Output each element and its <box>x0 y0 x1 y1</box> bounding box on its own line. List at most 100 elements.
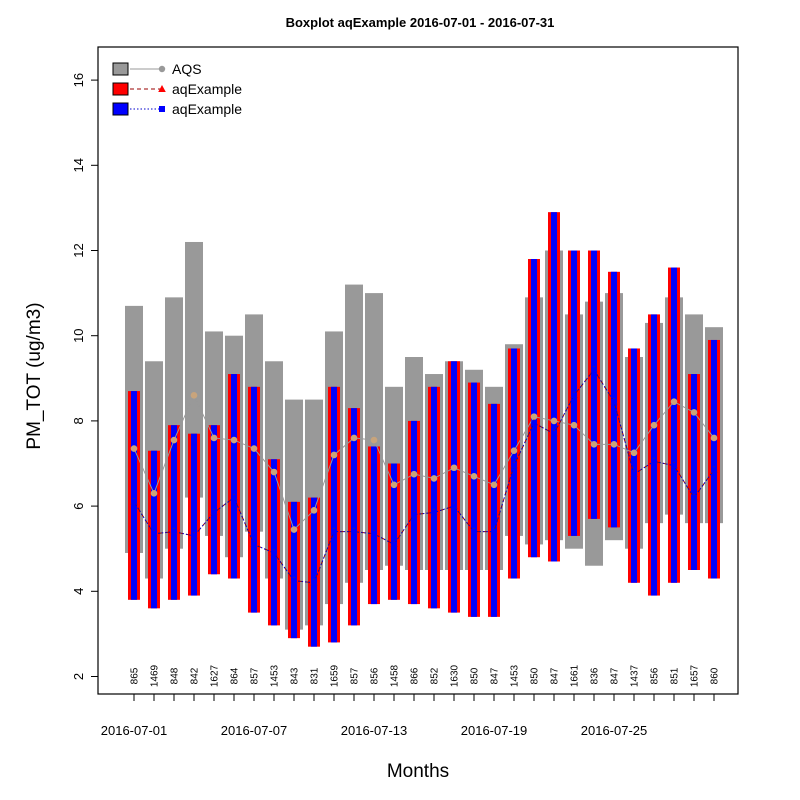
count-label: 857 <box>250 667 261 684</box>
median-point <box>551 430 557 437</box>
count-label: 860 <box>710 667 721 684</box>
count-label: 850 <box>470 667 481 684</box>
median-point <box>331 528 337 535</box>
median-point <box>231 494 237 501</box>
count-label: 851 <box>670 667 681 684</box>
median-point <box>531 420 537 426</box>
box-aqexample-blue <box>591 250 597 519</box>
box-aqexample-blue <box>531 259 537 558</box>
box-aqexample-blue <box>311 497 317 647</box>
count-label: 850 <box>530 667 541 684</box>
median-point <box>550 417 558 425</box>
legend-label: aqExample <box>172 101 242 117</box>
y-axis: 2 4 6 8 10 12 14 16 <box>71 73 98 680</box>
median-point <box>290 526 298 533</box>
median-point <box>510 447 518 455</box>
count-label: 847 <box>550 667 561 684</box>
median-point <box>650 421 658 429</box>
count-label: 843 <box>290 667 301 684</box>
box-aqexample-blue <box>271 459 277 626</box>
count-label: 842 <box>190 667 201 684</box>
box-aqexample-blue <box>391 463 397 600</box>
box-aqexample-blue <box>251 386 257 613</box>
median-point <box>590 441 598 448</box>
median-point <box>591 366 597 373</box>
count-label: 852 <box>430 667 441 684</box>
median-point <box>210 434 218 442</box>
legend-swatch <box>112 82 129 96</box>
y-tick-label: 6 <box>71 502 86 509</box>
y-tick-label: 12 <box>71 243 86 257</box>
boxes-layer <box>125 212 723 647</box>
count-label: 856 <box>650 667 661 684</box>
box-aqexample-blue <box>371 446 377 605</box>
legend-marker <box>158 65 166 73</box>
median-point <box>710 434 718 442</box>
median-point <box>651 458 657 465</box>
count-label: 847 <box>610 667 621 684</box>
y-tick-label: 4 <box>71 588 86 595</box>
box-aqexample-blue <box>151 450 157 609</box>
box-aqexample-blue <box>551 212 557 562</box>
median-point <box>411 511 417 518</box>
median-point <box>131 499 137 505</box>
y-tick-label: 16 <box>71 73 86 87</box>
count-label: 1458 <box>390 664 401 687</box>
median-point <box>711 467 717 473</box>
median-point <box>470 472 478 480</box>
chart-title: Boxplot aqExample 2016-07-01 - 2016-07-3… <box>286 15 555 30</box>
count-label: 831 <box>310 667 321 684</box>
median-point <box>230 436 238 444</box>
box-aqexample-blue <box>471 382 477 617</box>
box-aqexample-blue <box>631 348 637 583</box>
median-point <box>511 462 517 469</box>
box-aqexample-blue <box>291 501 297 639</box>
median-point <box>171 528 177 535</box>
count-label: 865 <box>130 667 141 684</box>
box-aqexample-blue <box>191 433 197 596</box>
count-label: 1657 <box>690 664 701 687</box>
box-aqexample-blue <box>431 386 437 609</box>
median-point <box>251 541 257 548</box>
box-aqexample-blue <box>711 339 717 579</box>
box-aqexample-blue <box>331 386 337 643</box>
median-point <box>451 503 457 509</box>
x-axis: 2016-07-01 2016-07-07 2016-07-13 2016-07-19… <box>101 693 715 738</box>
box-aqexample-blue <box>491 403 497 617</box>
x-tick-label: 2016-07-01 <box>101 723 168 738</box>
median-point <box>690 409 698 416</box>
median-point <box>631 471 637 477</box>
median-point <box>611 398 617 405</box>
median-point <box>270 468 278 476</box>
box-aqexample-blue <box>211 425 217 575</box>
median-line-0 <box>133 394 715 531</box>
count-label: 866 <box>410 667 421 684</box>
box-aqexample-blue <box>351 408 357 626</box>
y-tick-label: 14 <box>71 158 86 172</box>
median-point <box>151 530 157 537</box>
legend: AQS aqExample aqExample <box>112 61 242 117</box>
median-point <box>371 530 377 537</box>
median-point <box>450 464 458 472</box>
count-label: 1630 <box>450 664 461 687</box>
median-point <box>391 541 397 548</box>
box-aqexample-blue <box>451 361 457 613</box>
count-label: 857 <box>350 667 361 684</box>
median-point <box>191 533 197 539</box>
median-point <box>471 528 477 535</box>
median-point <box>351 528 357 535</box>
count-label: 1469 <box>150 664 161 687</box>
box-aqexample-blue <box>671 267 677 583</box>
x-tick-label: 2016-07-19 <box>461 723 528 738</box>
median-point <box>491 528 497 535</box>
legend-marker <box>159 106 165 112</box>
legend-swatch <box>112 102 129 116</box>
y-tick-label: 8 <box>71 417 86 424</box>
median-lines-layer <box>130 365 718 586</box>
median-point <box>610 441 618 448</box>
legend-label: aqExample <box>172 81 242 97</box>
median-point <box>350 434 358 442</box>
median-point <box>190 392 198 399</box>
median-point <box>250 445 258 452</box>
